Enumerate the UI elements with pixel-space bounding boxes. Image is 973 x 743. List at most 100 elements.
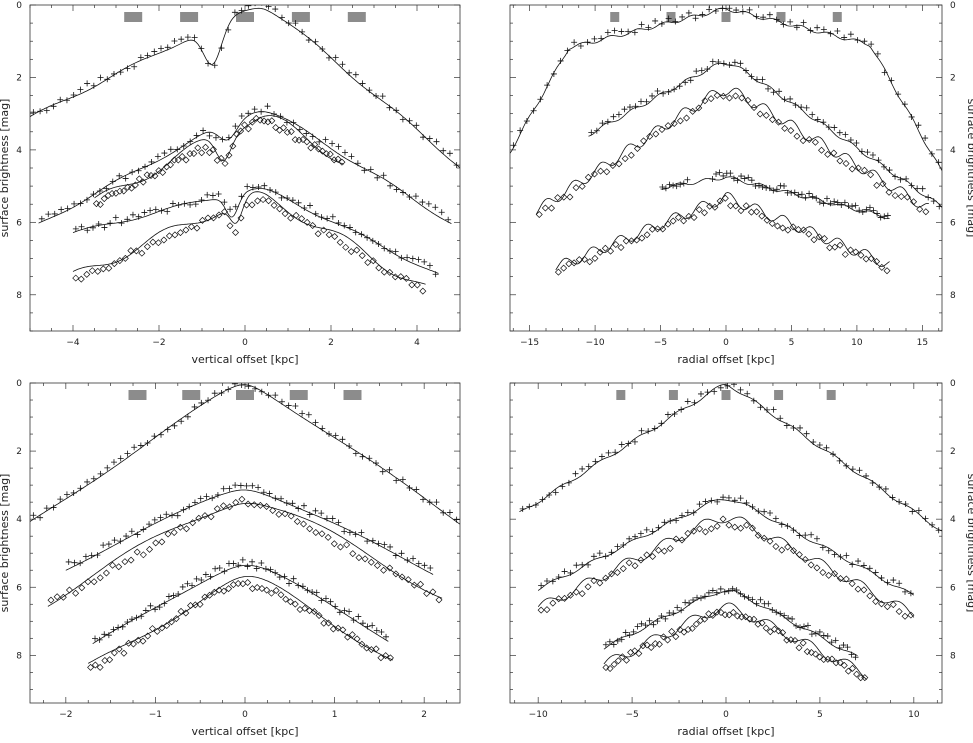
data-point-plus xyxy=(737,590,744,597)
data-point-diamond xyxy=(619,565,627,573)
data-point-diamond xyxy=(560,193,568,201)
data-point-plus xyxy=(620,542,627,549)
data-point-plus xyxy=(678,406,685,413)
data-point-plus xyxy=(364,623,371,630)
data-point-diamond xyxy=(758,619,766,627)
data-point-plus xyxy=(432,271,439,278)
data-point-plus xyxy=(660,90,667,97)
data-point-diamond xyxy=(435,596,443,604)
data-point-plus xyxy=(332,54,339,61)
data-point-diamond xyxy=(310,607,318,615)
data-point-plus xyxy=(743,499,750,506)
data-point-plus xyxy=(618,636,625,643)
data-point-plus xyxy=(807,27,814,34)
data-point-plus xyxy=(861,38,868,45)
data-point-plus xyxy=(319,46,326,53)
data-point-diamond xyxy=(762,111,770,119)
data-point-plus xyxy=(101,631,108,638)
data-point-plus xyxy=(285,402,292,409)
data-point-diamond xyxy=(272,587,280,595)
data-point-diamond xyxy=(731,523,739,531)
data-point-diamond xyxy=(572,184,580,192)
data-point-plus xyxy=(128,528,135,535)
data-point-plus xyxy=(426,499,433,506)
data-point-diamond xyxy=(77,275,85,283)
model-profile-line xyxy=(92,564,389,644)
data-point-plus xyxy=(71,559,78,566)
data-point-diamond xyxy=(105,264,113,272)
model-profile-line xyxy=(603,602,868,680)
data-point-diamond xyxy=(160,236,168,244)
data-point-plus xyxy=(400,189,407,196)
data-point-plus xyxy=(841,34,848,41)
data-point-plus xyxy=(684,509,691,516)
data-point-diamond xyxy=(824,150,832,158)
data-point-diamond xyxy=(110,260,118,268)
data-point-diamond xyxy=(292,211,300,219)
data-point-plus xyxy=(70,489,77,496)
data-point-plus xyxy=(667,517,674,524)
data-point-diamond xyxy=(810,236,818,244)
data-point-diamond xyxy=(643,231,651,239)
data-point-plus xyxy=(626,104,633,111)
data-point-plus xyxy=(935,527,942,534)
data-point-diamond xyxy=(719,92,727,100)
data-point-plus xyxy=(724,383,731,389)
data-point-plus xyxy=(446,150,453,157)
data-point-plus xyxy=(844,644,851,651)
data-point-diamond xyxy=(760,534,768,542)
data-point-plus xyxy=(748,73,755,80)
data-point-diamond xyxy=(805,135,813,143)
data-point-plus xyxy=(158,431,165,438)
data-point-plus xyxy=(930,198,937,205)
data-point-plus xyxy=(191,34,198,41)
data-point-plus xyxy=(770,406,777,413)
data-point-diamond xyxy=(819,568,827,576)
data-point-plus xyxy=(557,57,564,64)
data-point-diamond xyxy=(241,121,249,129)
data-point-plus xyxy=(830,451,837,458)
x-axis-label: radial offset [kpc] xyxy=(677,353,774,366)
data-point-diamond xyxy=(128,184,136,192)
data-point-diamond xyxy=(807,561,815,569)
data-point-plus xyxy=(421,562,428,569)
y-tick-label: 4 xyxy=(16,146,22,156)
data-point-diamond xyxy=(668,628,676,636)
data-point-diamond xyxy=(325,231,333,239)
data-point-diamond xyxy=(608,570,616,578)
data-point-plus xyxy=(267,566,274,573)
data-point-plus xyxy=(151,516,158,523)
data-point-plus xyxy=(605,449,612,456)
data-point-plus xyxy=(787,95,794,102)
data-point-plus xyxy=(726,61,733,68)
data-point-plus xyxy=(292,403,299,410)
data-point-plus xyxy=(882,485,889,492)
data-point-plus xyxy=(124,450,131,457)
data-point-plus xyxy=(773,609,780,616)
data-point-diamond xyxy=(685,212,693,220)
model-profile-line xyxy=(535,87,929,215)
data-point-plus xyxy=(884,579,891,586)
data-point-plus xyxy=(43,107,50,114)
data-point-plus xyxy=(843,552,850,559)
data-point-plus xyxy=(863,472,870,479)
data-point-plus xyxy=(346,224,353,231)
data-point-plus xyxy=(156,604,163,611)
data-point-plus xyxy=(687,77,694,84)
data-point-plus xyxy=(519,505,526,512)
data-point-plus xyxy=(364,234,371,241)
data-point-diamond xyxy=(878,263,886,271)
data-point-plus xyxy=(97,74,104,81)
data-point-plus xyxy=(415,256,422,263)
y-tick-label: 2 xyxy=(16,447,22,457)
data-point-plus xyxy=(381,541,388,548)
data-point-plus xyxy=(530,107,537,114)
data-point-plus xyxy=(599,120,606,127)
data-point-diamond xyxy=(129,640,137,648)
data-point-diamond xyxy=(813,564,821,572)
data-point-plus xyxy=(881,213,888,220)
data-point-diamond xyxy=(296,605,304,613)
data-point-plus xyxy=(717,384,724,391)
data-point-plus xyxy=(783,422,790,429)
